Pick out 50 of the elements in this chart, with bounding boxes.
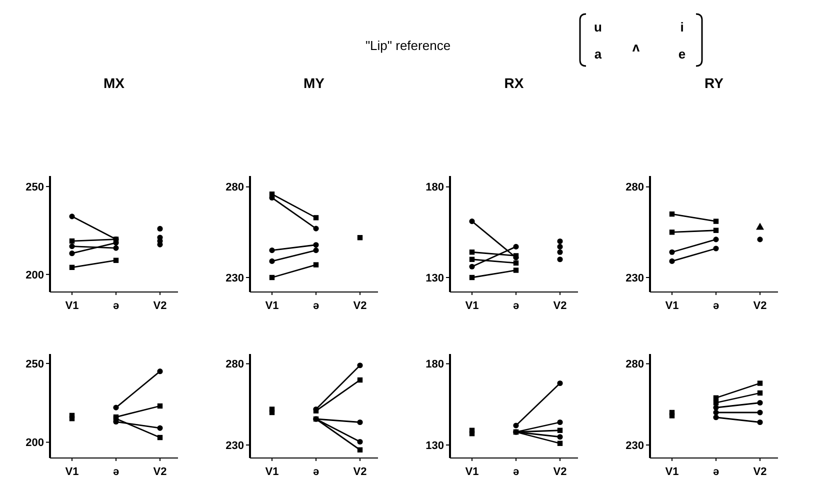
y-tick-label: 130 <box>426 272 444 284</box>
chart-title: MX <box>104 75 126 91</box>
x-tick-label: V1 <box>665 466 679 478</box>
x-tick-label: V2 <box>153 466 167 478</box>
text: a <box>594 46 602 62</box>
y-tick-label: 130 <box>426 440 444 452</box>
y-tick-label: 230 <box>626 272 644 284</box>
text: ʌ <box>632 39 640 54</box>
x-tick-label: V2 <box>753 300 767 312</box>
y-tick-label: 200 <box>26 437 44 450</box>
y-tick-label: 230 <box>226 272 244 284</box>
x-tick-label: V1 <box>665 300 679 312</box>
y-tick-label: 230 <box>626 440 644 452</box>
y-tick-label: 250 <box>26 358 44 370</box>
y-tick-label: 280 <box>626 182 644 194</box>
x-tick-label: V2 <box>353 466 367 478</box>
x-tick-label: V1 <box>265 300 279 312</box>
x-tick-label: ə <box>712 300 720 312</box>
x-tick-label: ə <box>712 466 720 478</box>
x-tick-label: V1 <box>465 466 479 478</box>
chart-title: RY <box>704 75 724 91</box>
y-tick-label: 180 <box>426 358 444 371</box>
x-tick-label: ə <box>512 300 520 312</box>
x-tick-label: V2 <box>553 300 567 312</box>
x-tick-label: V1 <box>265 466 279 478</box>
y-tick-label: 280 <box>626 358 644 371</box>
y-tick-label: 200 <box>26 269 44 282</box>
x-tick-label: V2 <box>553 466 567 478</box>
chart-title: MY <box>304 75 326 91</box>
x-tick-label: ə <box>312 466 320 478</box>
text: u <box>594 19 602 34</box>
x-tick-label: ə <box>312 300 320 312</box>
x-tick-label: ə <box>512 466 520 478</box>
y-tick-label: 230 <box>226 440 244 452</box>
x-tick-label: V2 <box>153 300 167 312</box>
x-tick-label: V1 <box>65 300 79 312</box>
x-tick-label: ə <box>112 466 120 478</box>
y-tick-label: 280 <box>226 358 244 371</box>
text: i <box>680 19 684 34</box>
x-tick-label: V1 <box>65 466 79 478</box>
text: e <box>678 46 686 62</box>
x-tick-label: V1 <box>465 300 479 312</box>
text: "Lip" reference <box>365 38 451 53</box>
x-tick-label: V2 <box>353 300 367 312</box>
y-tick-label: 180 <box>426 182 444 194</box>
y-tick-label: 280 <box>226 182 244 194</box>
x-tick-label: V2 <box>753 466 767 478</box>
y-tick-label: 250 <box>26 181 44 194</box>
chart-title: RX <box>504 75 524 91</box>
x-tick-label: ə <box>112 300 120 312</box>
